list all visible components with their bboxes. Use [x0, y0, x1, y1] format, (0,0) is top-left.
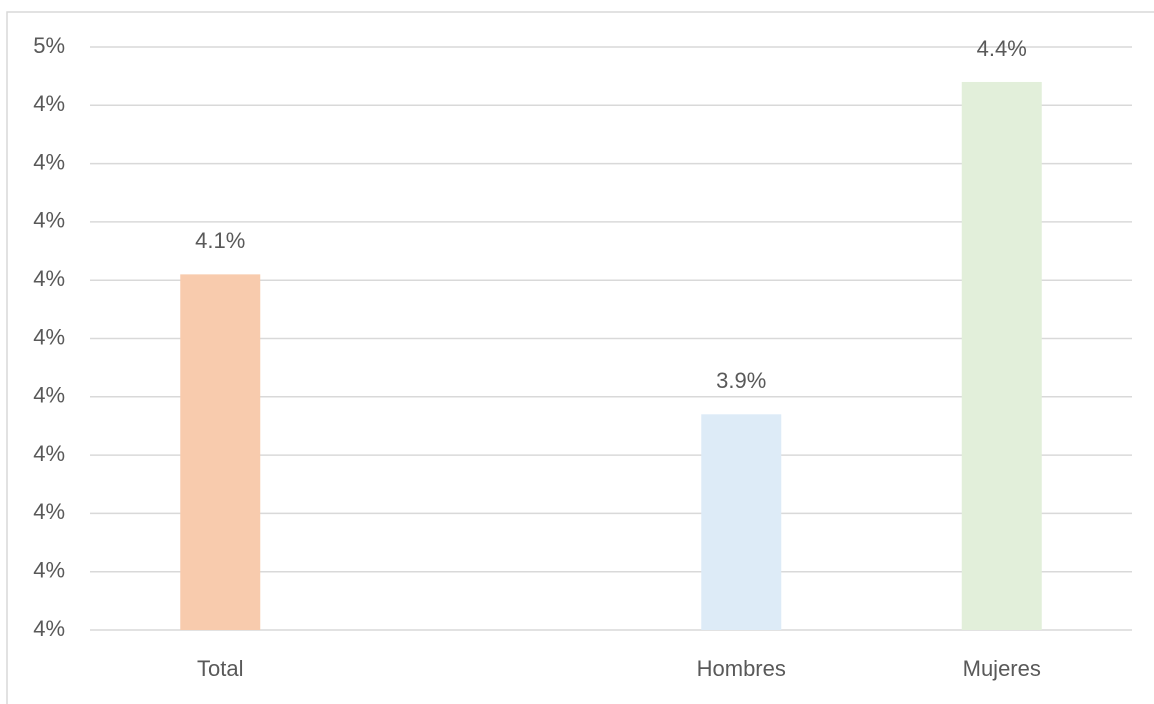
value-label: 4.1%: [195, 228, 245, 253]
x-tick-label: Mujeres: [963, 656, 1041, 681]
bar: [701, 414, 782, 630]
x-tick-label: Total: [197, 656, 243, 681]
value-label: 4.4%: [977, 36, 1027, 61]
x-tick-label: Hombres: [697, 656, 786, 681]
y-tick-label: 4%: [33, 208, 65, 233]
y-tick-label: 5%: [33, 33, 65, 58]
y-tick-label: 4%: [33, 558, 65, 583]
y-tick-label: 4%: [33, 499, 65, 524]
chart-border: [6, 11, 1154, 704]
y-tick-label: 4%: [33, 91, 65, 116]
y-tick-label: 4%: [33, 383, 65, 408]
y-tick-label: 4%: [33, 266, 65, 291]
y-tick-label: 4%: [33, 441, 65, 466]
y-tick-label: 4%: [33, 616, 65, 641]
y-tick-label: 4%: [33, 324, 65, 349]
bar: [961, 81, 1042, 631]
y-tick-label: 4%: [33, 149, 65, 174]
value-label: 3.9%: [716, 368, 766, 393]
bar: [180, 274, 261, 630]
